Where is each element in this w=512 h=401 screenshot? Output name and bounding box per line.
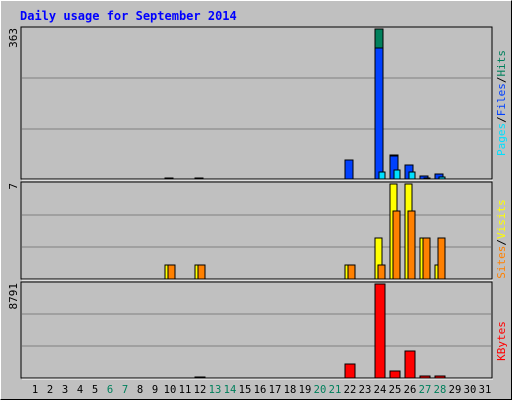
x-tick-label-9: 9: [152, 384, 158, 396]
panel-top: [20, 26, 493, 180]
legend-item-sep: /: [495, 239, 508, 246]
x-tick-label-19: 19: [299, 384, 312, 396]
x-tick-label-8: 8: [137, 384, 143, 396]
bar-kbytes-day-12: [194, 376, 206, 379]
x-tick-label-24: 24: [374, 384, 387, 396]
x-tick-label-29: 29: [449, 384, 462, 396]
x-tick-label-1: 1: [32, 384, 38, 396]
x-tick-label-13: 13: [209, 384, 222, 396]
bar-kbytes-day-25: [389, 370, 401, 379]
x-tick-label-20: 20: [314, 384, 327, 396]
bar-pages-day-26: [408, 171, 416, 180]
x-tick-label-30: 30: [464, 384, 477, 396]
bar-kbytes-day-26: [404, 350, 416, 379]
legend-item-pages: Pages: [495, 123, 508, 156]
x-tick-label-22: 22: [344, 384, 357, 396]
x-tick-label-3: 3: [62, 384, 68, 396]
bar-files-day-24: [374, 47, 384, 180]
legend-item-visits: Visits: [495, 199, 508, 239]
legend-item-kbytes: KBytes: [495, 321, 508, 361]
ymax-label-bottom: 8791: [7, 283, 20, 310]
bar-pages-day-24: [378, 171, 386, 180]
ymax-label-top: 363: [7, 28, 20, 48]
legend-middle: Sites/Visits: [495, 199, 508, 279]
legend-item-files: Files: [495, 83, 508, 116]
x-tick-label-16: 16: [254, 384, 267, 396]
legend-item-hits: Hits: [495, 50, 508, 77]
x-tick-label-21: 21: [329, 384, 342, 396]
bar-sites-day-24: [377, 264, 386, 280]
bar-files-day-12: [194, 177, 204, 180]
x-tick-label-2: 2: [47, 384, 53, 396]
x-tick-label-12: 12: [194, 384, 207, 396]
x-tick-label-17: 17: [269, 384, 282, 396]
x-tick-label-5: 5: [92, 384, 98, 396]
x-tick-label-18: 18: [284, 384, 297, 396]
bar-sites-day-22: [347, 264, 356, 280]
legend-item-sep: /: [495, 77, 508, 84]
legend-bottom: KBytes: [495, 321, 508, 361]
x-tick-label-23: 23: [359, 384, 372, 396]
bar-kbytes-day-24: [374, 283, 386, 379]
bar-sites-day-10: [167, 264, 176, 280]
bar-kbytes-day-28: [434, 375, 446, 379]
legend-top: Pages/Files/Hits: [495, 50, 508, 156]
x-tick-label-6: 6: [107, 384, 113, 396]
bar-kbytes-day-22: [344, 363, 356, 379]
x-tick-label-15: 15: [239, 384, 252, 396]
bar-sites-day-26: [407, 210, 416, 280]
bar-files-day-22: [344, 159, 354, 180]
bar-sites-day-28: [437, 237, 446, 280]
chart-title: Daily usage for September 2014: [20, 9, 237, 23]
x-tick-label-11: 11: [179, 384, 192, 396]
legend-item-sep: /: [495, 116, 508, 123]
x-tick-label-25: 25: [389, 384, 402, 396]
x-tick-label-28: 28: [434, 384, 447, 396]
bar-sites-day-12: [197, 264, 206, 280]
x-tick-label-31: 31: [479, 384, 492, 396]
x-tick-label-10: 10: [164, 384, 177, 396]
bar-files-day-10: [164, 177, 174, 180]
bar-kbytes-day-27: [419, 375, 431, 379]
bar-sites-day-27: [422, 237, 431, 280]
legend-item-sites: Sites: [495, 246, 508, 279]
panel-bottom: [20, 281, 493, 379]
bar-pages-day-28: [438, 176, 446, 180]
x-tick-label-14: 14: [224, 384, 237, 396]
x-tick-label-4: 4: [77, 384, 83, 396]
bar-sites-day-25: [392, 210, 401, 280]
x-tick-label-26: 26: [404, 384, 417, 396]
ymax-label-middle: 7: [7, 183, 20, 190]
x-tick-label-7: 7: [122, 384, 128, 396]
x-tick-label-27: 27: [419, 384, 432, 396]
bar-pages-day-27: [423, 177, 431, 180]
bar-pages-day-25: [393, 169, 401, 180]
